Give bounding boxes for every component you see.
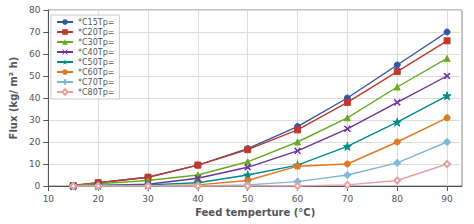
svg-text:0: 0 <box>35 181 41 191</box>
svg-text:10: 10 <box>43 194 55 204</box>
svg-text:*C80Tp=: *C80Tp= <box>78 88 114 97</box>
svg-text:30: 30 <box>29 115 41 125</box>
svg-text:40: 40 <box>29 93 41 103</box>
svg-text:*C30Tp=: *C30Tp= <box>78 38 114 47</box>
svg-text:90: 90 <box>441 194 453 204</box>
svg-text:50: 50 <box>242 194 254 204</box>
svg-text:40: 40 <box>192 194 204 204</box>
svg-text:*C15Tp=: *C15Tp= <box>78 18 114 27</box>
svg-text:70: 70 <box>342 194 354 204</box>
svg-text:*C70Tp=: *C70Tp= <box>78 78 114 87</box>
svg-text:10: 10 <box>29 159 41 169</box>
svg-text:30: 30 <box>142 194 154 204</box>
svg-text:*C60Tp=: *C60Tp= <box>78 68 114 77</box>
svg-text:*C20Tp=: *C20Tp= <box>78 28 114 37</box>
svg-text:60: 60 <box>292 194 304 204</box>
svg-text:60: 60 <box>29 49 41 59</box>
svg-text:50: 50 <box>29 71 41 81</box>
svg-text:*C50Tp=: *C50Tp= <box>78 58 114 67</box>
svg-text:20: 20 <box>29 137 41 147</box>
svg-text:70: 70 <box>29 27 41 37</box>
svg-text:20: 20 <box>92 194 104 204</box>
svg-text:*C40Tp=: *C40Tp= <box>78 48 114 57</box>
svg-text:Feed temperture (°C): Feed temperture (°C) <box>195 207 315 218</box>
svg-text:80: 80 <box>391 194 403 204</box>
svg-text:80: 80 <box>29 5 41 15</box>
svg-text:Flux (kg/ m² h): Flux (kg/ m² h) <box>8 57 19 140</box>
